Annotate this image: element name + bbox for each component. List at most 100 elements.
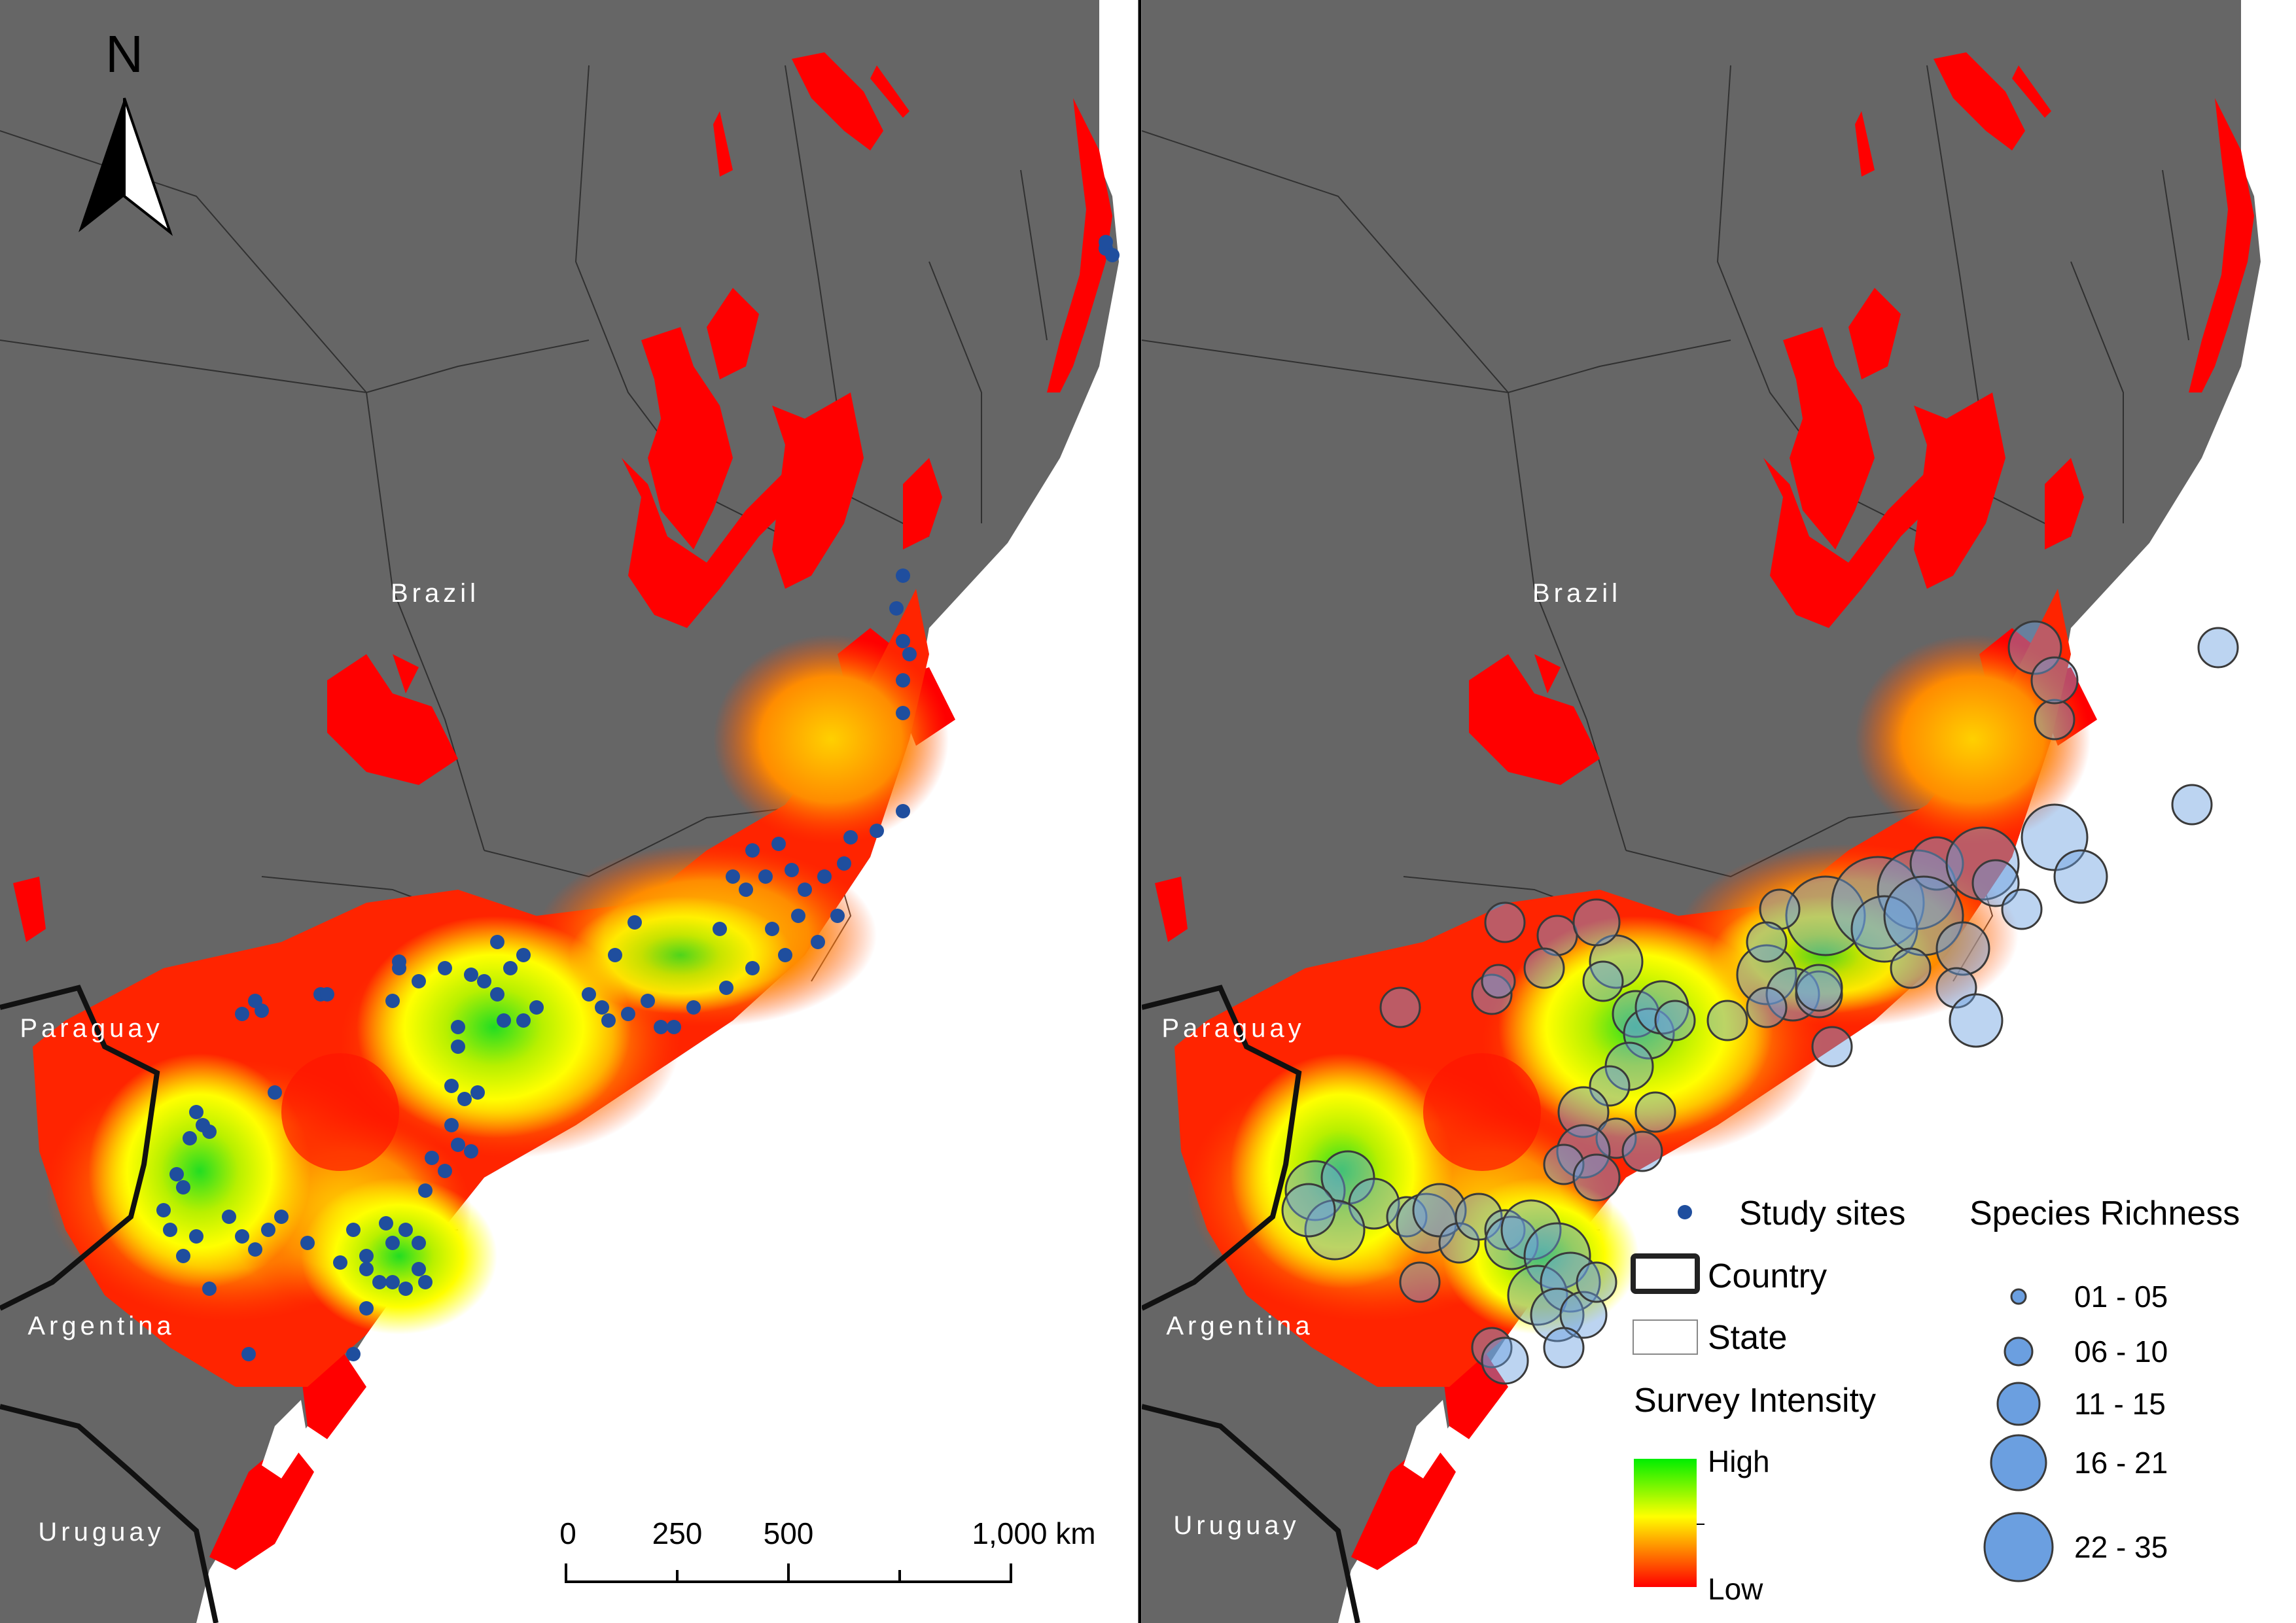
state-legend-symbol [1633, 1319, 1698, 1355]
study-site-marker [726, 869, 740, 884]
study-site-marker [837, 856, 851, 871]
study-site-marker [896, 673, 910, 688]
species-richness-circle [1634, 1091, 1676, 1133]
study-site-marker [412, 974, 426, 988]
species-richness-circle [1530, 1287, 1585, 1342]
species-richness-circle [1507, 1265, 1568, 1326]
study-sites-layer [156, 235, 1120, 1361]
study-site-marker [255, 1003, 269, 1018]
study-site-marker [686, 1000, 701, 1015]
study-site-marker [444, 1118, 459, 1132]
study-site-marker [608, 948, 622, 962]
species-richness-circle [1746, 921, 1788, 963]
study-site-marker [156, 1203, 171, 1217]
species-richness-circle [2034, 699, 2075, 741]
richness-legend-label: 22 - 35 [2074, 1530, 2168, 1564]
study-site-marker [359, 1301, 374, 1316]
study-site-marker [464, 968, 478, 982]
study-site-marker [896, 804, 910, 818]
study-site-marker [785, 863, 799, 877]
study-site-marker [222, 1210, 236, 1224]
study-site-marker [359, 1249, 374, 1263]
legend-study-sites: Study sites [1739, 1195, 1905, 1232]
scale-tick-1000km: 1,000 km [972, 1516, 1095, 1550]
right-map-panel: Brazil Paraguay Argentina Uruguay Study … [1142, 0, 2296, 1623]
species-richness-circle [1746, 986, 1788, 1028]
species-richness-circle [2197, 627, 2239, 669]
label-brazil-left: Brazil [391, 579, 480, 608]
study-site-marker [176, 1180, 190, 1195]
scale-tick-500: 500 [764, 1516, 814, 1550]
species-richness-circle [1935, 921, 1990, 976]
species-richness-circle [1971, 859, 2020, 907]
study-site-marker [470, 1085, 485, 1100]
study-site-marker [582, 987, 596, 1002]
richness-legend-label: 16 - 21 [2074, 1446, 2168, 1480]
species-richness-circle [1484, 901, 1526, 943]
study-site-marker [896, 568, 910, 583]
study-site-marker [595, 1000, 609, 1015]
study-site-marker [189, 1229, 203, 1244]
study-site-marker [896, 634, 910, 648]
richness-legend-circle [1983, 1512, 2054, 1582]
study-site-marker [235, 1007, 249, 1021]
study-site-marker [202, 1125, 217, 1139]
species-richness-circle [1634, 980, 1689, 1035]
richness-legend-circle [1990, 1434, 2047, 1492]
species-richness-circle [1759, 888, 1801, 930]
legend-state: State [1708, 1319, 1787, 1357]
species-richness-circle [1484, 1209, 1526, 1251]
richness-legend-label: 01 - 05 [2074, 1280, 2168, 1314]
species-richness-circle [1623, 1007, 1675, 1060]
label-uruguay-right: Uruguay [1173, 1511, 1299, 1540]
study-site-marker [202, 1282, 217, 1296]
species-richness-circle [1304, 1199, 1366, 1261]
label-argentina-left: Argentina [27, 1312, 175, 1340]
species-richness-circle [1582, 960, 1624, 1002]
species-richness-circle [1412, 1183, 1467, 1238]
species-richness-circle [1883, 875, 1964, 956]
study-site-marker [745, 843, 760, 858]
legend-country: Country [1708, 1257, 1827, 1295]
study-site-marker [438, 1164, 452, 1178]
study-site-marker [843, 830, 858, 845]
study-site-marker [418, 1183, 433, 1198]
study-site-marker [385, 994, 400, 1008]
richness-legend-circle [1996, 1382, 2041, 1426]
study-site-marker [398, 1223, 413, 1237]
study-site-marker [830, 909, 845, 923]
study-site-marker [392, 954, 406, 969]
study-site-marker [248, 1242, 262, 1257]
north-arrow: N [79, 25, 173, 236]
study-site-marker [758, 869, 773, 884]
north-arrow-label: N [105, 25, 143, 83]
study-site-marker [451, 1020, 465, 1034]
study-site-marker [398, 1282, 413, 1296]
study-site-marker [778, 948, 792, 962]
study-site-marker [169, 1167, 184, 1181]
study-site-marker [457, 1092, 472, 1106]
label-paraguay-left: Paraguay [20, 1014, 163, 1043]
study-site-marker [765, 922, 779, 936]
country-legend-symbol [1631, 1253, 1700, 1294]
label-argentina-right: Argentina [1166, 1312, 1313, 1340]
legend-low: Low [1708, 1572, 1763, 1606]
study-site-marker [346, 1223, 361, 1237]
species-richness-circle [1795, 964, 1843, 1012]
study-site-marker [713, 922, 727, 936]
species-richness-circle [1481, 964, 1516, 999]
species-richness-circle [1379, 986, 1421, 1028]
study-site-marker [627, 915, 642, 930]
study-site-marker [601, 1013, 616, 1028]
study-site-marker [902, 647, 917, 661]
species-richness-circle [1706, 1000, 1748, 1041]
species-richness-circle [1736, 944, 1797, 1005]
species-richness-circle [1540, 1251, 1601, 1313]
study-site-marker [418, 1275, 433, 1289]
label-paraguay-right: Paraguay [1161, 1014, 1305, 1043]
study-site-marker [189, 1105, 203, 1119]
richness-legend-label: 11 - 15 [2074, 1387, 2166, 1421]
study-site-marker [490, 987, 504, 1002]
study-site-marker [300, 1236, 315, 1250]
species-richness-circle [1935, 967, 1977, 1009]
